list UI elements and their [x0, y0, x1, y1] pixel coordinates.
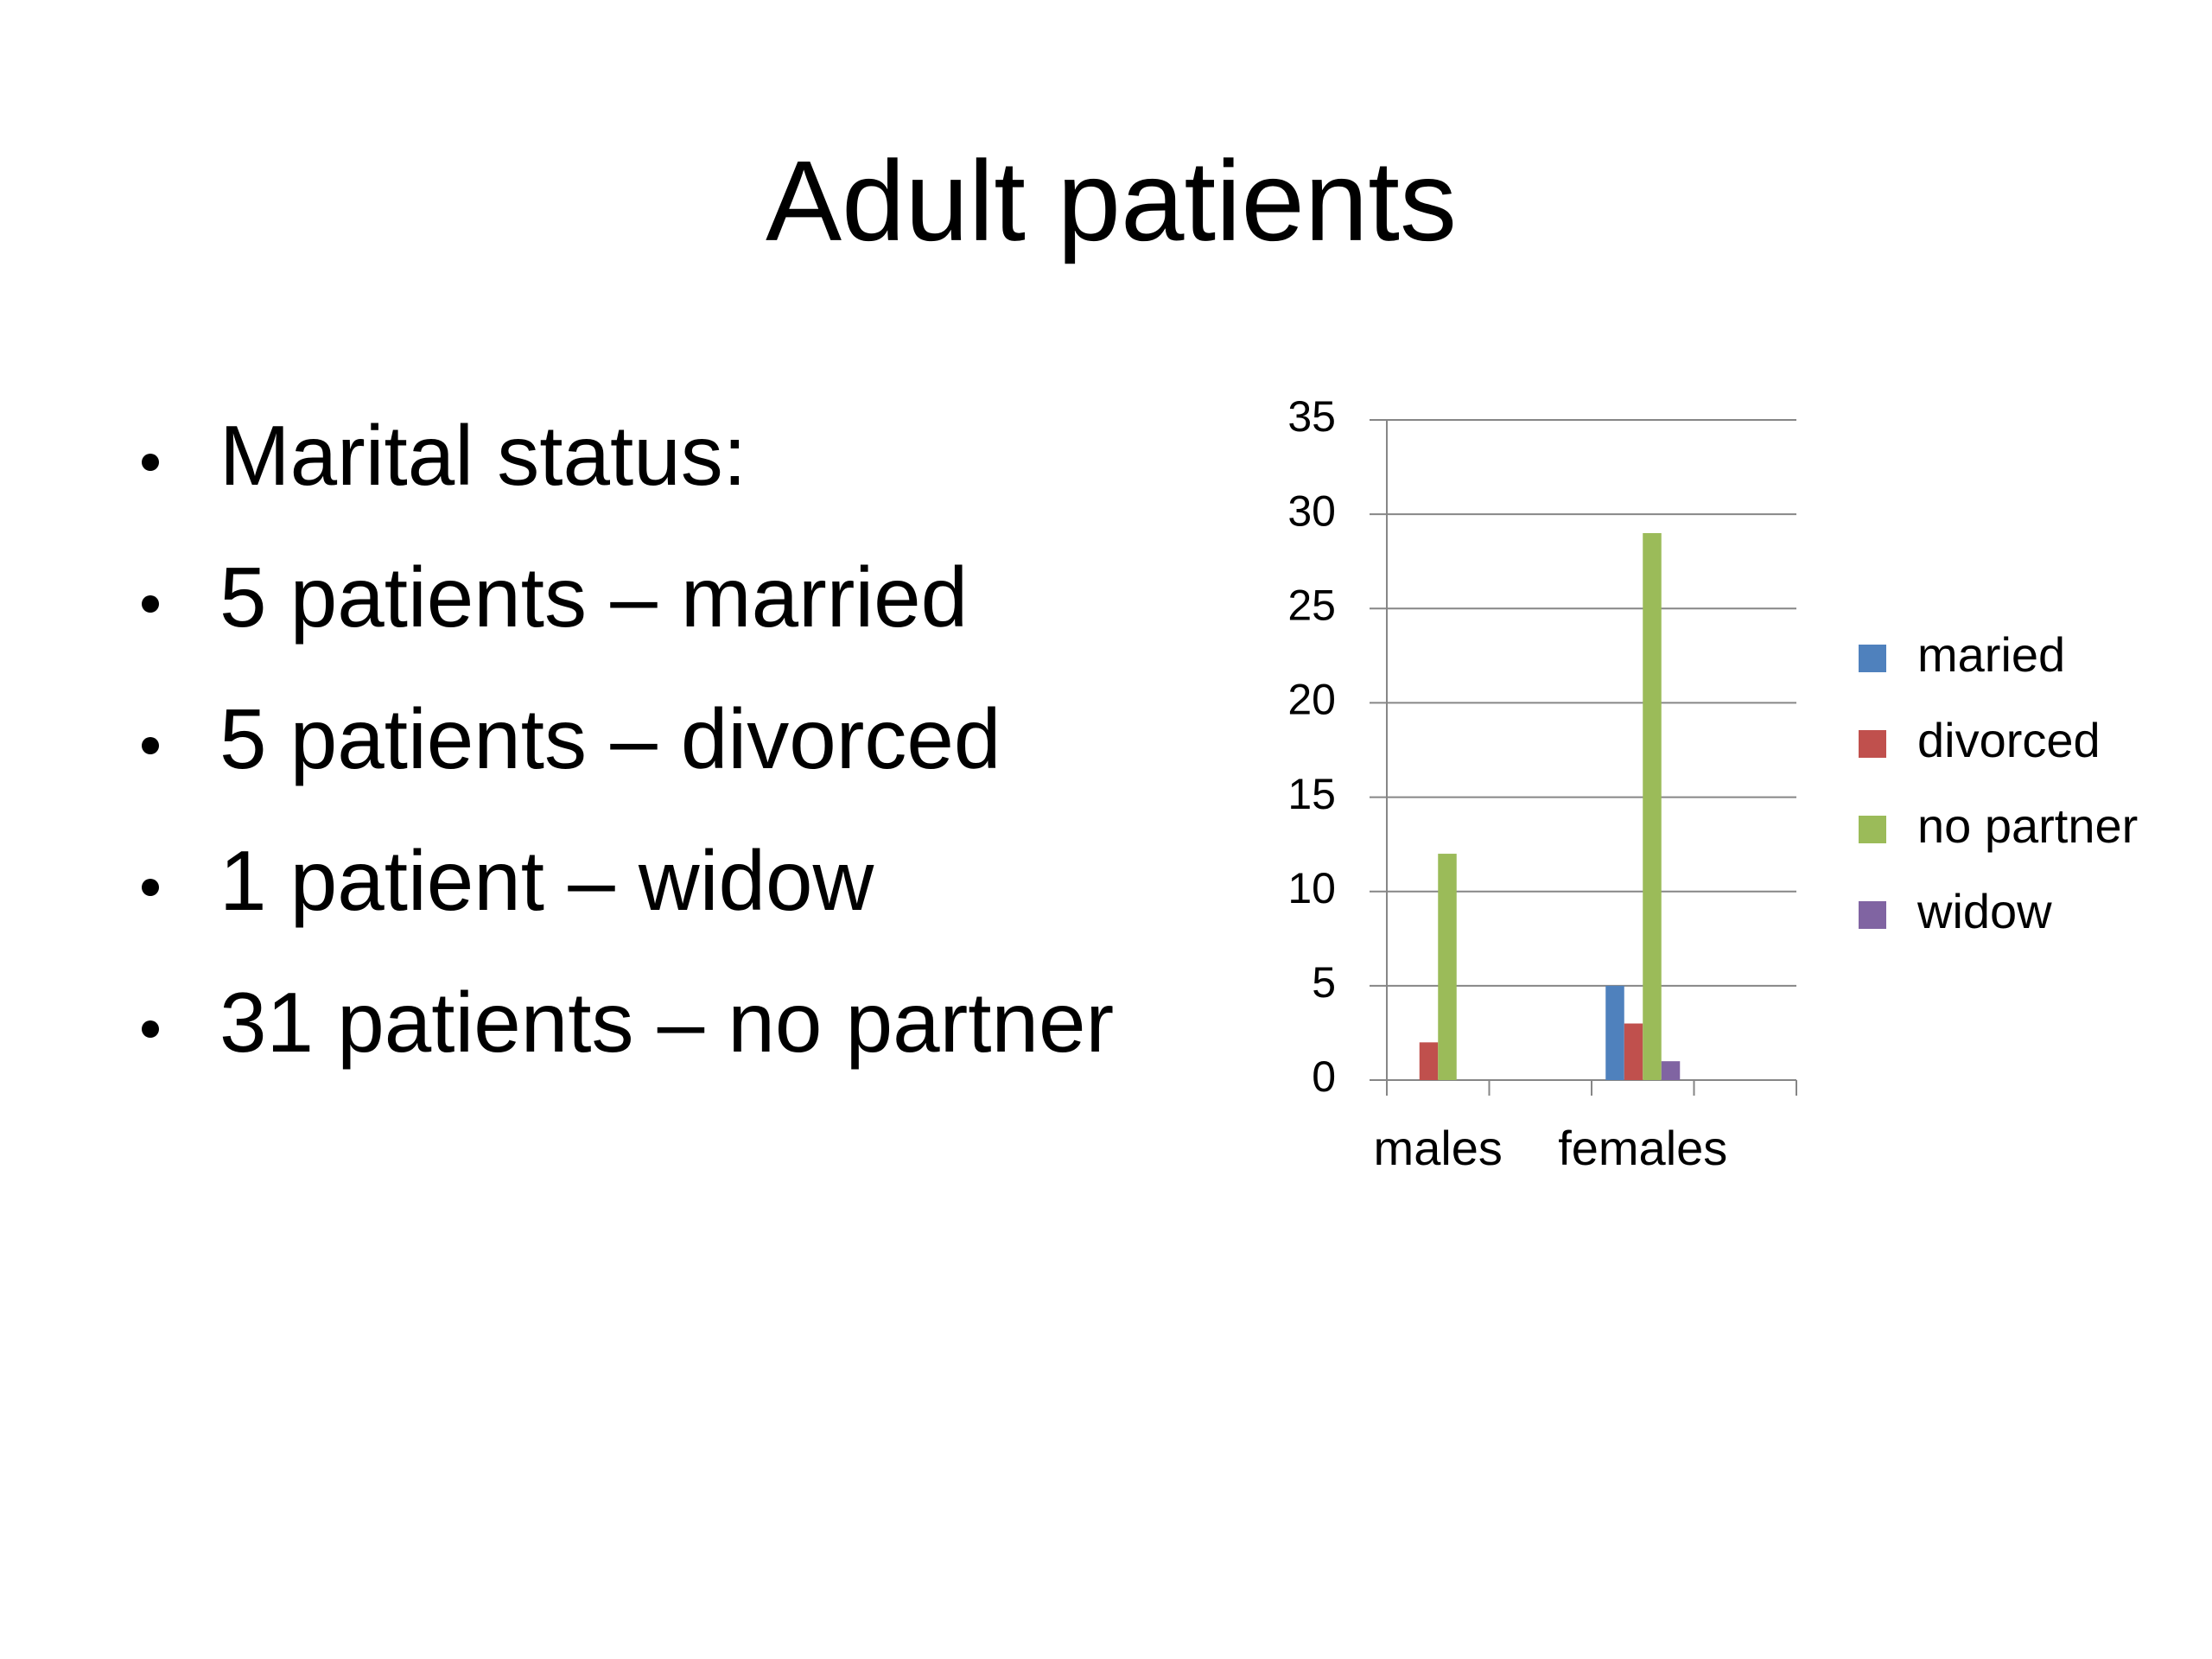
- legend-swatch: [1859, 816, 1886, 843]
- bar: [1624, 1023, 1643, 1080]
- x-tick-label: males: [1374, 1121, 1503, 1175]
- legend-swatch: [1859, 730, 1886, 758]
- legend-label: maried: [1917, 627, 2065, 682]
- y-tick-label: 0: [1312, 1052, 1336, 1101]
- slide-title: Adult patients: [766, 137, 1457, 264]
- bullet-dot: [142, 454, 159, 471]
- bar: [1661, 1061, 1681, 1080]
- y-tick-label: 30: [1287, 486, 1336, 535]
- bullet-dot: [142, 737, 159, 754]
- legend-label: no partner: [1917, 798, 2138, 853]
- bullet-dot: [142, 879, 159, 896]
- bar: [1438, 854, 1457, 1080]
- bullet-text: 5 patients – divorced: [219, 691, 1001, 786]
- y-tick-label: 10: [1287, 864, 1336, 912]
- y-tick-label: 35: [1287, 392, 1336, 441]
- legend-swatch: [1859, 645, 1886, 672]
- bar: [1605, 985, 1624, 1080]
- y-tick-label: 25: [1287, 581, 1336, 629]
- x-tick-label: females: [1558, 1121, 1727, 1175]
- legend-label: widow: [1916, 884, 2052, 938]
- bullet-text: Marital status:: [219, 408, 747, 503]
- bullet-text: 5 patients – married: [219, 550, 968, 645]
- bar: [1643, 532, 1662, 1080]
- bullet-dot: [142, 595, 159, 613]
- bullet-text: 1 patient – widow: [219, 833, 874, 928]
- y-tick-label: 20: [1287, 676, 1336, 724]
- bar: [1419, 1042, 1439, 1080]
- legend-swatch: [1859, 901, 1886, 929]
- legend-label: divorced: [1917, 713, 2101, 767]
- bullet-dot: [142, 1020, 159, 1038]
- y-tick-label: 5: [1312, 958, 1336, 1007]
- bullet-text: 31 patients – no partner: [219, 975, 1114, 1070]
- y-tick-label: 15: [1287, 770, 1336, 818]
